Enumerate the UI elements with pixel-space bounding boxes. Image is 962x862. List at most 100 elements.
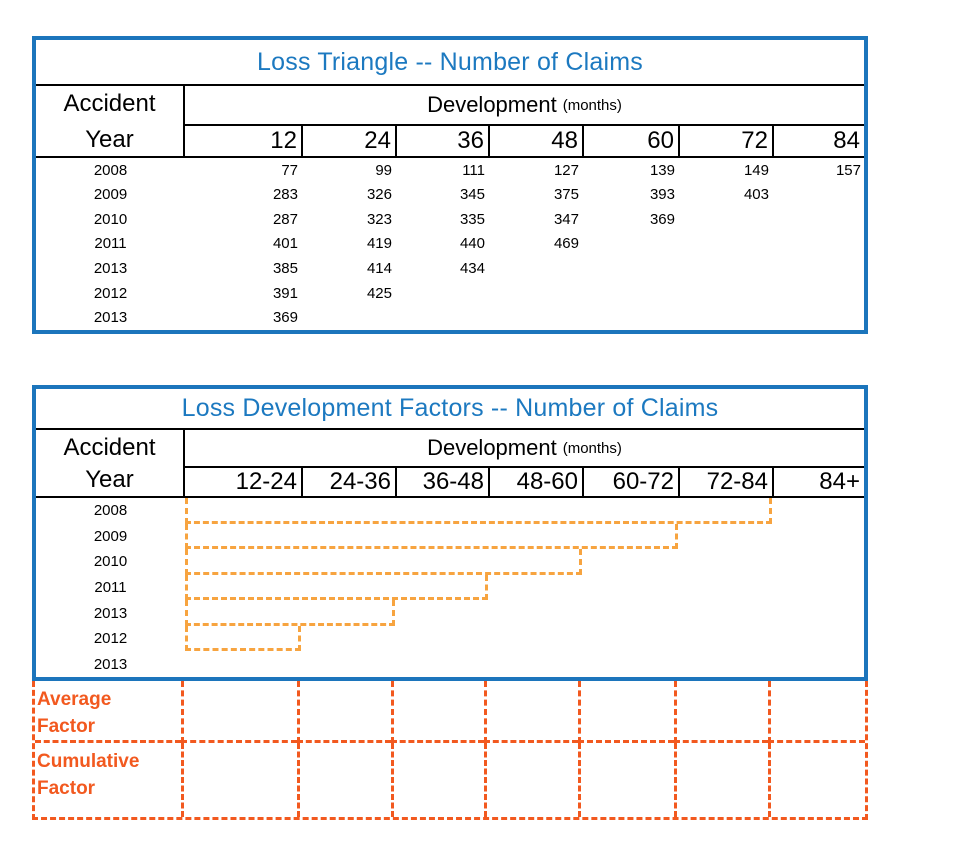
claims-value: 391	[272, 284, 298, 302]
claims-value: 469	[553, 235, 579, 253]
average-factor-cell	[391, 681, 484, 743]
column-header: 60	[582, 126, 678, 156]
claims-value	[772, 281, 864, 306]
claims-value: 157	[835, 161, 861, 179]
cumulative-factor-cell	[768, 743, 865, 817]
claims-value: 127	[553, 161, 579, 179]
column-header: 36-48	[395, 468, 488, 496]
column-header: 12-24	[235, 468, 297, 495]
claims-value	[582, 232, 678, 257]
column-header: 12	[270, 127, 297, 154]
claims-value: 287	[272, 210, 298, 228]
claims-value	[772, 256, 864, 281]
accident-year-line2: Year	[85, 126, 134, 153]
accident-year-header: Accident Year	[36, 86, 185, 156]
cumulative-factor-label: Cumulative Factor	[35, 743, 181, 817]
development-months-label: Development (months)	[185, 86, 864, 126]
claims-value	[678, 256, 772, 281]
claims-value	[582, 281, 678, 306]
claims-value	[488, 281, 582, 306]
claims-value: 326	[366, 186, 392, 204]
claims-value	[772, 305, 864, 330]
development-label: Development	[427, 435, 557, 460]
ldf-data: 2008 2009 2010 2011 2013 2012 2013	[36, 498, 864, 677]
claims-value: 335	[459, 210, 485, 228]
average-factor-label: Average Factor	[35, 681, 181, 743]
claims-value: 283	[272, 186, 298, 204]
accident-year-line1: Accident	[63, 434, 156, 461]
claims-value: 369	[272, 309, 298, 327]
development-label: Development	[427, 92, 557, 117]
months-unit-label: (months)	[562, 96, 622, 114]
claims-value	[301, 305, 395, 330]
claims-value	[395, 305, 488, 330]
column-header: 84+	[772, 468, 864, 496]
claims-value	[772, 207, 864, 232]
factor-placeholder-outline	[185, 523, 678, 550]
claims-value	[678, 305, 772, 330]
claims-value: 345	[459, 186, 485, 204]
claims-value: 77	[281, 161, 298, 179]
factor-summary-grid: Average Factor Cumulative Factor	[32, 681, 868, 820]
factor-column-headers: 12-24 24-36 36-48 48-60 60-72 72-84 84+	[185, 468, 864, 496]
accident-year-label: 2012	[93, 284, 128, 302]
column-header: 72	[678, 126, 772, 156]
factor-placeholder-outline	[185, 625, 301, 652]
claims-value: 414	[366, 260, 392, 278]
claims-value: 323	[366, 210, 392, 228]
factor-placeholder-outline	[185, 549, 582, 575]
accident-year-label: 2010	[93, 553, 128, 571]
average-factor-cell	[674, 681, 768, 743]
average-label-line2: Factor	[37, 716, 96, 737]
factor-placeholder-outline	[185, 498, 772, 524]
loss-triangle-title: Loss Triangle -- Number of Claims	[36, 40, 864, 86]
accident-year-header: Accident Year	[36, 430, 185, 496]
column-header: 36	[395, 126, 488, 156]
accident-year-label: 2011	[94, 235, 127, 253]
development-months-label: Development (months)	[185, 430, 864, 468]
column-header: 48	[488, 126, 582, 156]
accident-year-line1: Accident	[63, 90, 156, 117]
claims-value	[395, 281, 488, 306]
claims-value: 375	[553, 186, 579, 204]
development-header-group: Development (months) 12-24 24-36 36-48 4…	[185, 430, 864, 496]
claims-value	[772, 232, 864, 257]
development-header-group: Development (months) 12 24 36 48 60 72 8…	[185, 86, 864, 156]
cumulative-factor-cell	[297, 743, 391, 817]
claims-value: 149	[743, 161, 769, 179]
column-header: 24	[301, 126, 395, 156]
months-unit-label: (months)	[562, 439, 622, 457]
claims-value	[582, 256, 678, 281]
accident-year-line2: Year	[85, 466, 134, 493]
claims-value	[488, 305, 582, 330]
accident-year-label: 2008	[93, 502, 128, 520]
claims-value	[488, 256, 582, 281]
claims-value: 434	[459, 260, 485, 278]
cumulative-label-line1: Cumulative	[37, 751, 140, 772]
claims-value: 425	[366, 284, 392, 302]
claims-value: 393	[649, 186, 675, 204]
accident-year-label: 2013	[93, 604, 128, 622]
cumulative-factor-cell	[484, 743, 578, 817]
accident-year-label: 2011	[94, 578, 127, 596]
cumulative-factor-cell	[674, 743, 768, 817]
cumulative-label-line2: Factor	[37, 778, 96, 799]
accident-year-label: 2012	[93, 630, 128, 648]
cumulative-factor-cell	[391, 743, 484, 817]
claims-value: 347	[553, 210, 579, 228]
loss-triangle-table: Loss Triangle -- Number of Claims Accide…	[32, 36, 868, 334]
claims-value: 419	[366, 235, 392, 253]
average-label-line1: Average	[37, 689, 112, 710]
column-header: 48-60	[488, 468, 582, 496]
claims-value	[678, 281, 772, 306]
loss-triangle-header: Accident Year Development (months) 12 24…	[36, 86, 864, 158]
claims-value: 111	[462, 161, 485, 179]
factor-placeholder-outline	[185, 600, 395, 626]
claims-value	[582, 305, 678, 330]
claims-value: 99	[375, 161, 392, 179]
average-factor-cell	[484, 681, 578, 743]
cumulative-factor-cell	[578, 743, 674, 817]
accident-year-label: 2009	[93, 527, 128, 545]
average-factor-cell	[297, 681, 391, 743]
